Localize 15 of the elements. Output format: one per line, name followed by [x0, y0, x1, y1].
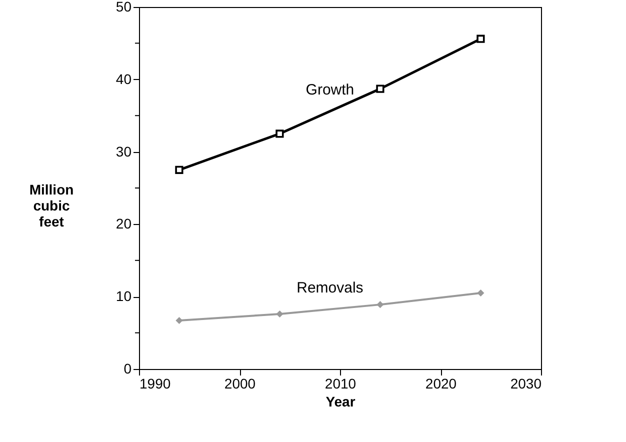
y-tick-label: 20 [116, 216, 132, 232]
x-tick-label: 2020 [425, 376, 457, 392]
y-tick-label: 30 [116, 143, 132, 160]
x-tick-label: 1990 [140, 376, 171, 392]
x-tick-label: 2010 [324, 376, 356, 392]
y-tick-label: 40 [116, 70, 132, 87]
series-label: Removals [296, 279, 364, 296]
y-tick-label: 50 [116, 0, 132, 14]
y-tick-label: 10 [116, 288, 132, 304]
x-tick-label: 2000 [224, 376, 256, 392]
y-tick-label: 0 [124, 360, 132, 376]
y-axis-title: Million cubic feet [29, 182, 74, 230]
x-tick-label: 2030 [510, 376, 542, 392]
x-axis-title: Year [326, 394, 356, 410]
series-label: Growth [306, 81, 354, 98]
